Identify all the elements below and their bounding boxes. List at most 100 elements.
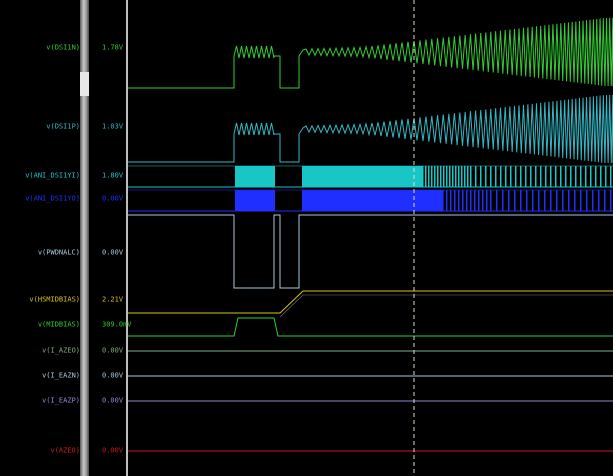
dsi1yo-pulse xyxy=(532,190,534,211)
dsi1yi-pulse xyxy=(461,166,463,187)
dsi1yo-pulse xyxy=(482,190,484,211)
dsi1yi-pulse xyxy=(520,166,522,187)
dsi1yi-pulse xyxy=(500,166,502,187)
dsi1yi-pulse xyxy=(446,166,448,187)
dsi1yi-pulse xyxy=(575,166,577,187)
dsi1yi-pulse xyxy=(560,166,562,187)
dsi1yo-pulse xyxy=(450,190,452,211)
signal-name-label[interactable]: v(AZEO) xyxy=(50,446,80,455)
dsi1n-waveform xyxy=(128,17,613,89)
signal-name-label[interactable]: v(I_EAZP) xyxy=(42,396,80,405)
dsi1yo-burst-2 xyxy=(302,190,442,211)
signal-name-label[interactable]: v(HSMIDBIAS) xyxy=(29,295,80,304)
dsi1yo-pulse xyxy=(470,190,472,211)
dsi1yi-pulse xyxy=(545,166,547,187)
dsi1yo-pulse xyxy=(502,190,504,211)
signal-name-label[interactable]: v(MIDBIAS) xyxy=(37,320,80,329)
signal-value-readout: 0.00V xyxy=(102,194,124,203)
signal-value-readout: 0.00V xyxy=(102,446,124,455)
dsi1yo-pulse xyxy=(496,190,498,211)
dsi1yi-pulse xyxy=(449,166,451,187)
signal-value-readout: 1.03V xyxy=(102,122,124,131)
hsmidbias-shadow xyxy=(279,294,613,318)
dsi1yo-pulse xyxy=(598,190,600,211)
dsi1p-waveform xyxy=(128,94,613,164)
dsi1yo-pulse xyxy=(478,190,480,211)
signal-name-label[interactable]: v(PWDNALC) xyxy=(37,248,80,257)
signal-value-readout: 2.21V xyxy=(102,295,124,304)
signal-name-label[interactable]: v(DSI1P) xyxy=(46,122,80,131)
dsi1yi-pulse xyxy=(515,166,517,187)
dsi1yi-pulse xyxy=(455,166,457,187)
dsi1yi-pulse xyxy=(422,166,424,187)
dsi1yo-pulse xyxy=(562,190,564,211)
signal-value-readout: 1.78V xyxy=(102,43,124,52)
dsi1yi-pulse xyxy=(440,166,442,187)
dsi1yo-pulse xyxy=(442,190,444,211)
dsi1yi-pulse xyxy=(530,166,532,187)
signal-name-label[interactable]: v(DSI1N) xyxy=(46,43,80,52)
dsi1yo-pulse xyxy=(556,190,558,211)
dsi1yi-pulse xyxy=(443,166,445,187)
signal-value-readout: 1.80V xyxy=(102,171,124,180)
signal-name-label[interactable]: v(I_AZEO) xyxy=(42,346,80,355)
dsi1yo-pulse xyxy=(580,190,582,211)
signal-name-label[interactable]: v(I_EAZN) xyxy=(42,371,80,380)
signal-name-label[interactable]: v(ANI_DSI1YO) xyxy=(25,194,80,203)
dsi1yo-pulse xyxy=(586,190,588,211)
dsi1yi-pulse xyxy=(490,166,492,187)
dsi1yi-pulse xyxy=(600,166,602,187)
dsi1yi-pulse xyxy=(610,166,612,187)
signal-values-pane xyxy=(89,0,126,476)
pane-divider xyxy=(126,0,128,476)
dsi1yi-pulse xyxy=(595,166,597,187)
dsi1yi-pulse xyxy=(550,166,552,187)
dsi1yi-pulse xyxy=(495,166,497,187)
dsi1yi-pulse xyxy=(590,166,592,187)
dsi1yo-pulse xyxy=(466,190,468,211)
signal-value-readout: 0.00V xyxy=(102,396,124,405)
dsi1yo-pulse xyxy=(544,190,546,211)
dsi1yo-pulse xyxy=(462,190,464,211)
dsi1yi-pulse xyxy=(470,166,472,187)
dsi1yo-pulse xyxy=(458,190,460,211)
hsmidbias-waveform xyxy=(128,290,613,314)
dsi1yo-pulse xyxy=(568,190,570,211)
signal-names-pane xyxy=(0,0,80,476)
dsi1yo-pulse xyxy=(454,190,456,211)
signal-value-readout: 0.00V xyxy=(102,346,124,355)
dsi1yo-burst-1 xyxy=(235,190,275,211)
dsi1yi-pulse xyxy=(540,166,542,187)
dsi1yi-pulse xyxy=(555,166,557,187)
dsi1yi-pulse xyxy=(437,166,439,187)
signal-value-readout: 0.00V xyxy=(102,248,124,257)
dsi1yi-pulse xyxy=(525,166,527,187)
dsi1yo-pulse xyxy=(508,190,510,211)
midbias-waveform xyxy=(128,317,613,337)
dsi1yi-pulse xyxy=(480,166,482,187)
signal-value-readout: 309.0mV xyxy=(102,320,132,329)
dsi1yi-pulse xyxy=(585,166,587,187)
dsi1yi-pulse xyxy=(565,166,567,187)
signal-value-readout: 0.00V xyxy=(102,371,124,380)
signal-name-label[interactable]: v(ANI_DSI1YI) xyxy=(25,171,80,180)
pwdnalc-waveform xyxy=(128,214,613,289)
dsi1yi-pulse xyxy=(428,166,430,187)
dsi1yo-pulse xyxy=(526,190,528,211)
dsi1yi-pulse xyxy=(431,166,433,187)
dsi1yo-pulse xyxy=(610,190,612,211)
dsi1yi-pulse xyxy=(570,166,572,187)
dsi1yi-pulse xyxy=(434,166,436,187)
dsi1yo-pulse xyxy=(474,190,476,211)
vertical-splitter[interactable] xyxy=(80,0,89,476)
dsi1yi-pulse xyxy=(452,166,454,187)
dsi1yo-pulse xyxy=(490,190,492,211)
dsi1yi-pulse xyxy=(458,166,460,187)
waveform-plot[interactable] xyxy=(128,0,613,476)
dsi1yi-pulse xyxy=(467,166,469,187)
dsi1yo-pulse xyxy=(592,190,594,211)
scrollbar-thumb[interactable] xyxy=(80,72,89,96)
dsi1yo-pulse xyxy=(550,190,552,211)
dsi1yi-pulse xyxy=(475,166,477,187)
